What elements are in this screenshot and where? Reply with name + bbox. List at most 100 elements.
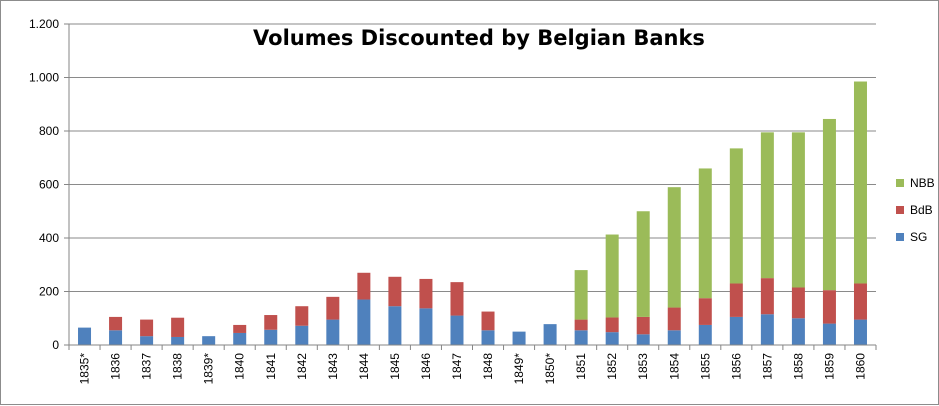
bar-bdb-1860 xyxy=(853,283,867,320)
y-tick-label: 1.000 xyxy=(29,71,59,85)
bar-bdb-1836 xyxy=(109,316,123,331)
bar-bdb-1848 xyxy=(481,311,495,331)
legend-swatch-sg xyxy=(896,233,904,241)
bar-bdb-1855 xyxy=(698,298,712,325)
bar-sg-1845 xyxy=(388,306,402,345)
bar-sg-1838 xyxy=(171,336,185,345)
bar-nbb-1858 xyxy=(791,132,805,288)
bar-bdb-1857 xyxy=(760,278,774,315)
bar-sg-1848 xyxy=(481,330,495,345)
bar-sg-1856 xyxy=(729,316,743,345)
x-tick-label: 1845 xyxy=(388,353,402,380)
y-tick-label: 800 xyxy=(39,124,59,138)
bar-bdb-1846 xyxy=(419,278,433,309)
x-axis-ticks: 1835* 1836 1837 1838 1839* 1840 1841 1842 1843 18… xyxy=(68,345,877,385)
bar-sg-1849-star xyxy=(512,331,526,345)
bars xyxy=(78,81,867,345)
x-tick-label: 1841 xyxy=(264,353,278,380)
x-tick-label: 1860 xyxy=(853,353,867,380)
x-tick-label: 1840 xyxy=(233,353,247,380)
x-tick-label: 1846 xyxy=(419,353,433,380)
bar-sg-1835-star xyxy=(78,327,92,345)
legend-label-sg: SG xyxy=(910,230,927,244)
bar-nbb-1853 xyxy=(636,211,650,317)
chart-title: Volumes Discounted by Belgian Banks xyxy=(253,26,705,50)
bar-sg-1851 xyxy=(574,330,588,345)
bar-nbb-1855 xyxy=(698,168,712,299)
bar-bdb-1856 xyxy=(729,283,743,317)
legend-swatch-nbb xyxy=(896,179,904,187)
bar-sg-1840 xyxy=(233,332,247,345)
bar-bdb-1840 xyxy=(233,324,247,333)
legend-label-bdb: BdB xyxy=(910,203,933,217)
bar-bdb-1858 xyxy=(791,287,805,319)
bar-sg-1854 xyxy=(667,330,681,345)
x-tick-label: 1838 xyxy=(171,353,185,380)
bar-bdb-1852 xyxy=(605,317,619,333)
bar-sg-1842 xyxy=(295,325,309,345)
bar-nbb-1854 xyxy=(667,187,681,308)
bar-bdb-1837 xyxy=(140,319,154,337)
bar-sg-1855 xyxy=(698,324,712,345)
bar-sg-1843 xyxy=(326,319,340,345)
gridlines xyxy=(69,23,876,292)
bar-bdb-1845 xyxy=(388,276,402,307)
bar-sg-1846 xyxy=(419,308,433,345)
bar-sg-1850-star xyxy=(543,324,557,345)
x-tick-label: 1844 xyxy=(357,353,371,380)
x-tick-label: 1858 xyxy=(791,353,805,380)
bar-nbb-1852 xyxy=(605,234,619,318)
bar-sg-1858 xyxy=(791,318,805,345)
legend-swatch-bdb xyxy=(896,206,904,214)
bar-sg-1853 xyxy=(636,334,650,345)
bar-bdb-1853 xyxy=(636,316,650,335)
bar-sg-1852 xyxy=(605,332,619,345)
x-tick-label: 1853 xyxy=(636,353,650,380)
bar-sg-1844 xyxy=(357,299,371,345)
bar-nbb-1857 xyxy=(760,132,774,279)
x-tick-label: 1850* xyxy=(543,353,557,385)
x-tick-label: 1839* xyxy=(202,353,216,385)
bar-bdb-1844 xyxy=(357,272,371,300)
bar-sg-1857 xyxy=(760,314,774,345)
bar-sg-1859 xyxy=(822,323,836,345)
bar-bdb-1859 xyxy=(822,290,836,324)
bar-bdb-1854 xyxy=(667,307,681,331)
x-tick-label: 1843 xyxy=(326,353,340,380)
bar-bdb-1847 xyxy=(450,282,464,316)
x-tick-label: 1836 xyxy=(109,353,123,380)
bar-sg-1836 xyxy=(109,330,123,345)
y-tick-label: 600 xyxy=(39,178,59,192)
bar-nbb-1859 xyxy=(822,118,836,291)
bar-bdb-1841 xyxy=(264,315,278,330)
bar-bdb-1842 xyxy=(295,306,309,326)
bar-nbb-1856 xyxy=(729,148,743,284)
bar-sg-1847 xyxy=(450,315,464,345)
x-tick-label: 1837 xyxy=(140,353,154,380)
x-tick-label: 1857 xyxy=(760,353,774,380)
x-tick-label: 1859 xyxy=(822,353,836,380)
bar-sg-1860 xyxy=(853,319,867,345)
x-tick-label: 1835* xyxy=(78,353,92,385)
bar-sg-1837 xyxy=(140,336,154,345)
y-tick-label: 400 xyxy=(39,231,59,245)
bar-bdb-1851 xyxy=(574,319,588,331)
y-tick-label: 200 xyxy=(39,285,59,299)
legend-label-nbb: NBB xyxy=(910,176,935,190)
x-tick-label: 1856 xyxy=(729,353,743,380)
x-tick-label: 1848 xyxy=(481,353,495,380)
y-tick-label: 0 xyxy=(52,338,59,352)
x-tick-label: 1854 xyxy=(667,353,681,380)
bar-sg-1839-star xyxy=(202,336,216,345)
bar-nbb-1851 xyxy=(574,270,588,320)
x-tick-label: 1852 xyxy=(605,353,619,380)
x-tick-label: 1849* xyxy=(512,353,526,385)
x-tick-label: 1847 xyxy=(450,353,464,380)
bar-bdb-1838 xyxy=(171,317,185,337)
y-axis-ticks: 0 200 400 600 800 1.000 1.200 xyxy=(29,17,69,352)
legend: NBB BdB SG xyxy=(896,176,935,244)
x-tick-label: 1842 xyxy=(295,353,309,380)
x-tick-label: 1851 xyxy=(574,353,588,380)
